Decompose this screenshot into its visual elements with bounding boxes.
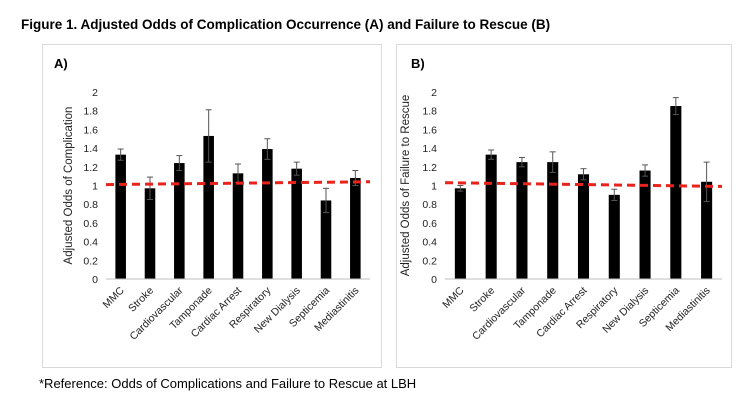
chart-a-bar-new-dialysis (291, 168, 302, 279)
chart-a-ytick-label: 1.8 (83, 106, 98, 118)
chart-b-error-bar-mmc (457, 185, 464, 192)
chart-b-error-bar-cardiac-arrest (580, 168, 587, 181)
chart-a-error-bar-cardiovascular (176, 155, 183, 172)
chart-a-ytick-label: 0.4 (83, 237, 98, 249)
chart-a-error-bar-new-dialysis (293, 161, 300, 176)
chart-a-ytick-label: 1 (92, 181, 98, 193)
chart-b-bar-mediastinitis (701, 181, 713, 279)
chart-b-bar-cardiovascular (516, 162, 528, 279)
chart-b-ytick-label: 1.8 (422, 106, 437, 118)
chart-b-bar-septicemia (670, 106, 682, 280)
chart-a-bar-cardiac-arrest (232, 173, 244, 279)
chart-b-ytick-label: 0 (431, 274, 437, 286)
chart-a-ytick-label: 0.8 (83, 199, 98, 211)
chart-a-bar-stroke (144, 188, 156, 279)
chart-a-bar-respiratory (262, 149, 273, 279)
chart-b-error-bar-septicemia (672, 97, 679, 115)
chart-b-bar-stroke (485, 154, 497, 279)
chart-b-reference-line (444, 181, 723, 188)
panel-b-label: B) (411, 56, 425, 71)
chart-b-ytick-label: 2 (431, 87, 437, 99)
chart-a-error-bar-stroke (147, 176, 153, 201)
chart-b-ytick-label: 0.4 (422, 237, 437, 249)
chart-a-reference-line (105, 180, 371, 187)
chart-a-bar-mediastinitis (350, 178, 361, 279)
chart-b-ytick-label: 1.4 (422, 143, 437, 155)
chart-b-x-label-mmc: MMC (440, 284, 467, 311)
chart-a-ytick-label: 0 (92, 274, 98, 286)
chart-a-bar-cardiovascular (174, 163, 185, 279)
chart-b-ytick-label: 0.8 (422, 199, 437, 211)
chart-a-bar-septicemia (320, 200, 332, 279)
panel-a-label: A) (54, 56, 68, 71)
chart-a-bar-mmc (115, 154, 126, 279)
chart-b-ytick-label: 0.2 (422, 255, 437, 267)
chart-a-y-axis-label: Adjusted Odds of Complication (63, 107, 75, 265)
chart-b-bar-respiratory (608, 194, 620, 279)
chart-b-ytick-label: 1.6 (422, 124, 437, 136)
chart-a-error-bar-septicemia (323, 187, 329, 214)
chart-b-error-bar-tamponade (549, 151, 556, 173)
chart-b-bar-cardiac-arrest (577, 174, 590, 279)
chart-b-x-label-cardiovascular: Cardiovascular (470, 284, 528, 342)
chart-b-error-bar-mediastinitis (703, 161, 710, 202)
chart-b-error-bar-cardiovascular (518, 156, 525, 168)
footnote: *Reference: Odds of Complications and Fa… (39, 376, 417, 391)
chart-b-error-bar-new-dialysis (642, 164, 649, 177)
chart-b-error-bar-stroke (488, 149, 495, 160)
chart-a-ytick-label: 0.6 (83, 218, 98, 230)
chart-b-bar-new-dialysis (639, 170, 651, 279)
chart-a-ytick-label: 2 (92, 87, 98, 99)
chart-a-ytick-label: 1.6 (83, 124, 98, 136)
chart-b-error-bar-respiratory (611, 188, 618, 201)
chart-b-ytick-label: 1 (431, 181, 437, 193)
chart-b-bar-mmc (454, 188, 466, 279)
chart-a-ytick-label: 0.2 (83, 255, 98, 267)
chart-a-error-bar-tamponade (205, 109, 212, 163)
chart-b-bar-tamponade (547, 162, 559, 279)
chart-b-ytick-label: 0.6 (422, 218, 437, 230)
chart-a-error-bar-mmc (117, 148, 124, 161)
chart-b-ytick-label: 1.2 (422, 162, 437, 174)
figure-title: Figure 1. Adjusted Odds of Complication … (21, 17, 551, 32)
chart-a-ytick-label: 1.4 (83, 143, 98, 155)
chart-a-error-bar-respiratory (264, 138, 271, 160)
chart-a-bar-tamponade (203, 135, 214, 279)
chart-b-y-axis-label: Adjusted Odds of Failure to Rescue (400, 95, 412, 277)
chart-a-ytick-label: 1.2 (83, 162, 98, 174)
